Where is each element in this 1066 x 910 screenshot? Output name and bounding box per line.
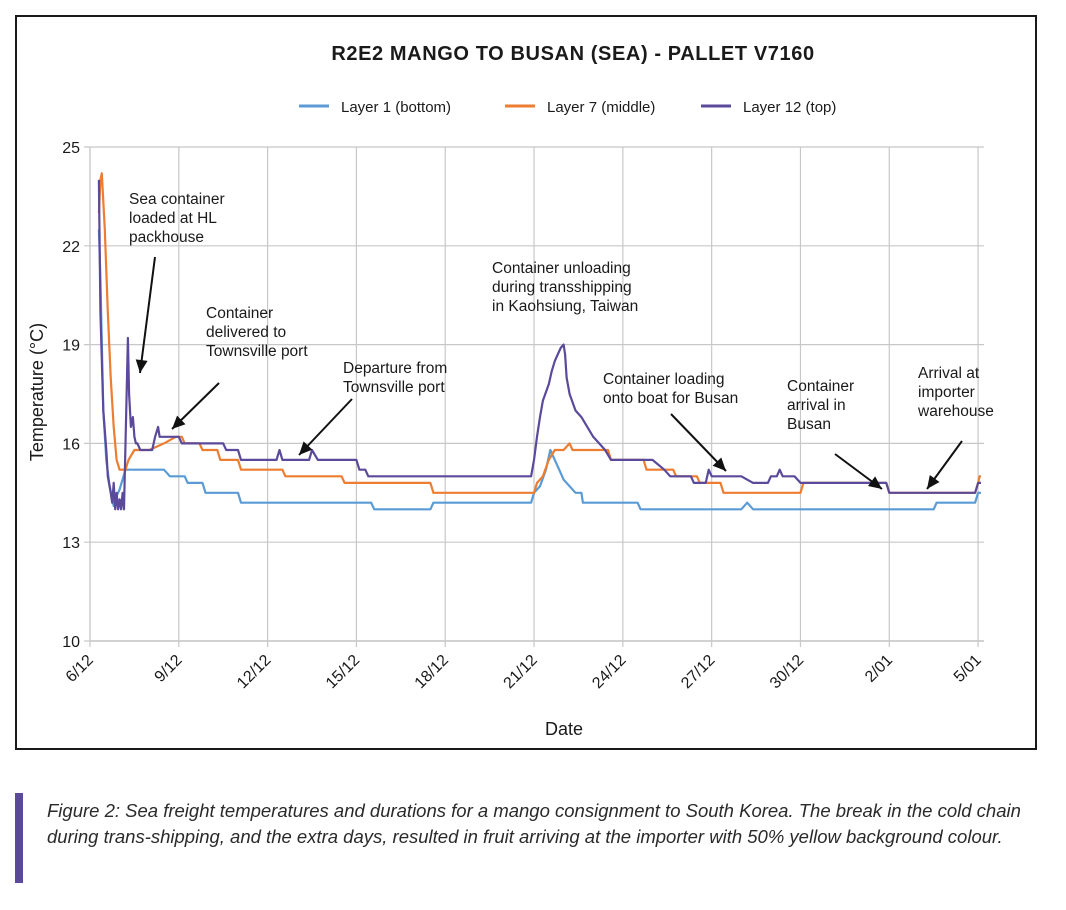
annotation-5-line-2: Busan (787, 416, 831, 433)
x-tick-label-7: 27/12 (678, 652, 718, 692)
annotation-3: Container unloading during transshipping i… (492, 260, 638, 315)
annotation-0-line-0: Sea container (129, 191, 225, 208)
chart-frame: R2E2 MANGO TO BUSAN (SEA) - PALLET V7160… (15, 15, 1037, 750)
annotation-6-line-0: Arrival at (918, 365, 980, 382)
annotation-6: Arrival at importer warehouse (917, 365, 994, 420)
y-tick-label-1: 13 (62, 535, 80, 552)
x-axis-label: Date (545, 719, 583, 739)
annotation-3-line-0: Container unloading (492, 260, 631, 277)
annotation-4: Container loading onto boat for Busan (603, 371, 738, 407)
annotation-5-line-0: Container (787, 378, 854, 395)
annotation-2: Departure from Townsville port (343, 360, 447, 396)
caption-label: Figure 2: (47, 800, 121, 821)
x-tick-label-9: 2/01 (862, 652, 896, 686)
x-tick-label-5: 21/12 (501, 652, 541, 692)
x-tick-label-6: 24/12 (589, 652, 629, 692)
series-line-2 (97, 179, 981, 511)
x-tick-label-3: 15/12 (323, 652, 363, 692)
annotation-arrowhead-6 (927, 474, 940, 489)
annotation-arrowhead-4 (712, 457, 726, 471)
annotation-1-line-0: Container (206, 305, 273, 322)
x-tick-label-10: 5/01 (951, 652, 985, 686)
y-tick-label-3: 19 (62, 338, 80, 355)
annotation-5: Container arrival in Busan (787, 378, 854, 433)
caption-accent-bar (15, 793, 23, 883)
legend-label-1: Layer 7 (middle) (547, 99, 655, 116)
x-tick-label-4: 18/12 (412, 652, 452, 692)
annotation-arrowhead-0 (135, 359, 148, 373)
annotation-arrowhead-2 (299, 441, 313, 455)
annotation-0-line-1: loaded at HL (129, 210, 217, 227)
annotation-1-line-1: delivered to (206, 324, 286, 341)
annotation-6-line-2: warehouse (917, 403, 994, 420)
y-tick-label-2: 16 (62, 436, 80, 453)
y-tick-label-4: 22 (62, 239, 80, 256)
annotation-1-line-2: Townsville port (206, 343, 308, 360)
chart-title: R2E2 MANGO TO BUSAN (SEA) - PALLET V7160 (331, 43, 814, 65)
annotation-2-line-1: Townsville port (343, 379, 445, 396)
annotation-0: Sea container loaded at HL packhouse (129, 191, 225, 246)
series-line-0 (97, 229, 981, 511)
y-tick-label-0: 10 (62, 634, 80, 651)
x-tick-label-8: 30/12 (767, 652, 807, 692)
y-axis-label: Temperature (°C) (27, 323, 47, 461)
annotation-5-line-1: arrival in (787, 397, 846, 414)
annotation-0-line-2: packhouse (129, 229, 204, 246)
annotation-6-line-1: importer (918, 384, 975, 401)
annotation-2-line-0: Departure from (343, 360, 447, 377)
annotation-4-line-1: onto boat for Busan (603, 390, 738, 407)
annotation-4-line-0: Container loading (603, 371, 725, 388)
annotation-arrowhead-5 (867, 476, 882, 489)
legend-label-2: Layer 12 (top) (743, 99, 836, 116)
annotation-arrow-0 (139, 256, 156, 374)
figure-caption: Figure 2: Sea freight temperatures and d… (47, 798, 1047, 850)
y-tick-label-5: 25 (62, 140, 80, 157)
annotation-1: Container delivered to Townsville port (206, 305, 308, 360)
x-tick-label-1: 9/12 (152, 652, 186, 686)
temperature-chart: R2E2 MANGO TO BUSAN (SEA) - PALLET V7160… (27, 43, 994, 739)
annotation-arrow-4 (670, 413, 727, 472)
annotation-arrowhead-1 (172, 415, 186, 429)
annotation-3-line-1: during transshipping (492, 279, 632, 296)
x-tick-label-2: 12/12 (234, 652, 274, 692)
legend-label-0: Layer 1 (bottom) (341, 99, 451, 116)
series-line-1 (97, 172, 981, 494)
caption-text: Sea freight temperatures and durations f… (47, 800, 1021, 847)
annotation-3-line-2: in Kaohsiung, Taiwan (492, 298, 638, 315)
x-tick-label-0: 6/12 (63, 652, 97, 686)
